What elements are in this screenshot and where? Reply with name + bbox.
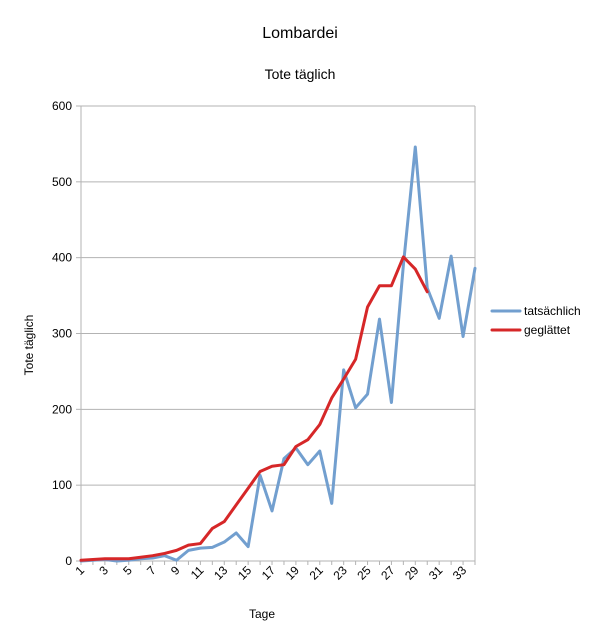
x-tick-label: 11 — [188, 563, 207, 582]
x-tick-label: 23 — [330, 563, 350, 583]
y-tick-label: 600 — [52, 99, 72, 113]
x-tick-label: 13 — [211, 563, 231, 583]
y-tick-label: 200 — [52, 402, 72, 416]
x-tick-label: 25 — [354, 563, 374, 583]
y-axis-label: Tote täglich — [22, 315, 36, 376]
x-tick-label: 19 — [283, 563, 303, 583]
series-line-geglaettet — [79, 255, 429, 562]
legend-label-geglaettet: geglättet — [524, 323, 571, 337]
x-tick-label: 15 — [235, 563, 255, 583]
y-tick-label: 0 — [65, 554, 72, 568]
y-tick-label: 400 — [52, 251, 72, 265]
legend-label-tatsaechlich: tatsächlich — [524, 304, 581, 318]
x-axis-label: Tage — [249, 607, 275, 621]
x-tick-label: 27 — [378, 563, 398, 583]
x-tick-label: 21 — [307, 563, 327, 583]
x-tick-label: 5 — [120, 563, 135, 578]
y-tick-label: 100 — [52, 478, 72, 492]
y-axis-ticks: 0 100 200 300 400 500 600 — [52, 99, 81, 568]
legend: tatsächlich geglättet — [490, 304, 581, 337]
series — [79, 145, 477, 563]
chart-subtitle: Tote täglich — [265, 66, 336, 82]
x-tick-label: 3 — [96, 563, 111, 578]
x-tick-label: 17 — [259, 563, 279, 583]
chart-title: Lombardei — [262, 25, 338, 42]
x-axis-ticks: 1 3 5 7 9 11 13 15 17 19 21 23 25 27 29 31 33 — [72, 561, 476, 583]
x-tick-label: 7 — [144, 563, 159, 578]
x-tick-label: 31 — [426, 563, 446, 583]
x-tick-label: 33 — [450, 563, 470, 583]
y-tick-label: 500 — [52, 175, 72, 189]
x-tick-label: 29 — [402, 563, 422, 583]
y-tick-label: 300 — [52, 327, 72, 341]
x-tick-label: 1 — [72, 563, 87, 578]
series-line-tatsaechlich — [79, 145, 477, 563]
grid — [81, 105, 475, 562]
x-tick-label: 9 — [168, 563, 183, 578]
